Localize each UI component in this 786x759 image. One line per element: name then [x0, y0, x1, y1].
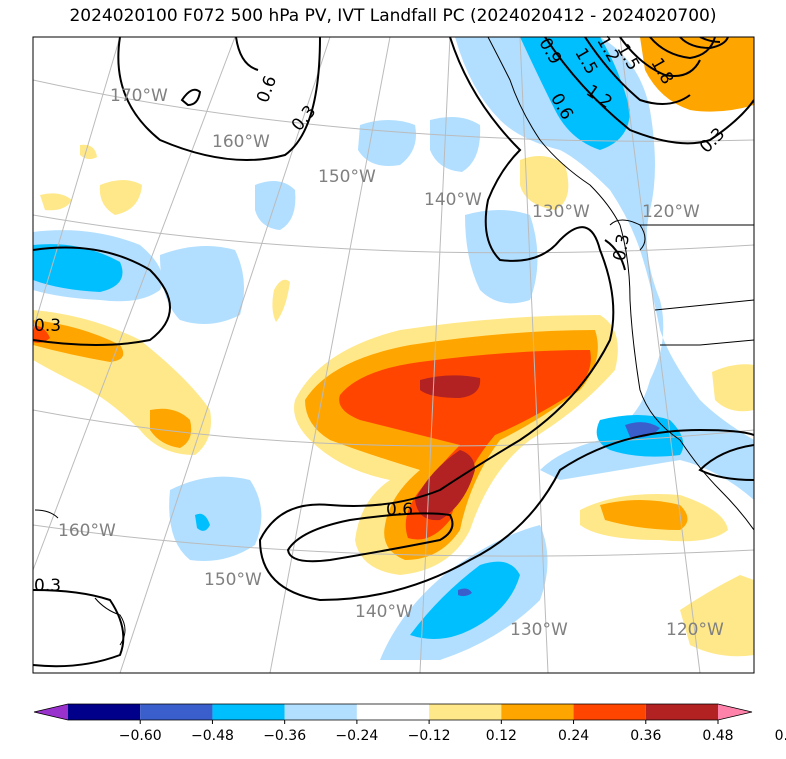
colorbar-swatch: [645, 704, 718, 720]
colorbar-tick-label: −0.24: [335, 728, 378, 744]
lon-label: 140°W: [355, 602, 413, 622]
map-area: [33, 37, 754, 673]
colorbar-tick-label: 0.12: [486, 728, 517, 744]
colorbar-swatch: [212, 704, 285, 720]
colorbar-tick-label: −0.12: [408, 728, 451, 744]
map-title: 2024020100 F072 500 hPa PV, IVT Landfall…: [69, 6, 717, 26]
colorbar-swatch: [429, 704, 502, 720]
colorbar: −0.60 −0.48 −0.36 −0.24 −0.12 0.12 0.24 0.36 0.4…: [33, 703, 786, 744]
lon-label: 160°W: [212, 132, 270, 152]
contour-label: 0.6: [386, 500, 413, 520]
pv-contours: [33, 37, 754, 668]
longitude-labels: 170°W 160°W 150°W 140°W 130°W 120°W 160°…: [58, 86, 724, 640]
lon-label: 130°W: [510, 620, 568, 640]
colorbar-extend-min: [34, 704, 68, 720]
colorbar-tick-label: −0.36: [263, 728, 306, 744]
colorbar-swatch: [501, 704, 574, 720]
colorbar-swatch: [573, 704, 646, 720]
colorbar-extend-max: [718, 704, 752, 720]
colorbar-tick-label: −0.48: [191, 728, 234, 744]
colorbar-outline: [33, 703, 753, 721]
contour-label: 0.3: [610, 232, 634, 262]
lon-label: 120°W: [666, 620, 724, 640]
graticule: [33, 37, 754, 673]
lon-label: 130°W: [532, 202, 590, 222]
contour-label: 0.3: [34, 576, 61, 596]
colorbar-tick-label: 0.36: [630, 728, 661, 744]
colorbar-swatch: [356, 704, 430, 720]
lon-label: 120°W: [642, 202, 700, 222]
colorbar-tick-label: −0.60: [119, 728, 162, 744]
colorbar-tick-label: 0.24: [558, 728, 589, 744]
colorbar-swatch: [284, 704, 357, 720]
lon-label: 170°W: [110, 86, 168, 106]
positive-anomaly-fill: [33, 37, 754, 657]
lon-label: 140°W: [424, 190, 482, 210]
contour-label: 0.3: [34, 316, 61, 336]
colorbar-swatch: [140, 704, 213, 720]
lon-label: 150°W: [318, 167, 376, 187]
colorbar-swatch: [68, 704, 141, 720]
lon-label: 150°W: [204, 570, 262, 590]
colorbar-tick-label: 0.48: [702, 728, 733, 744]
colorbar-tick-label: 0.60: [775, 728, 786, 744]
lon-label: 160°W: [58, 521, 116, 541]
map-frame: [32, 36, 755, 674]
